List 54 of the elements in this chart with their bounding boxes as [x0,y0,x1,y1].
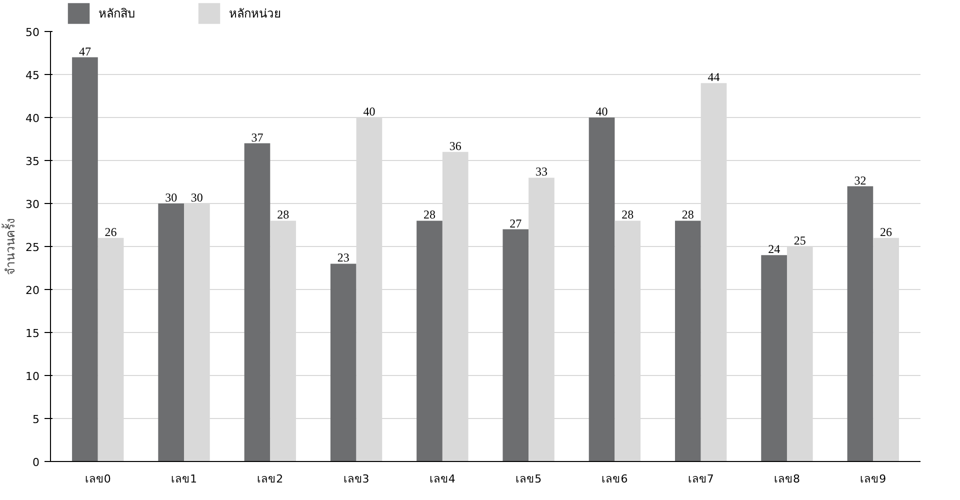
x-tick-label: เลข4 [429,472,456,486]
data-label: 27 [510,216,522,230]
bar [244,143,270,462]
data-label: 24 [768,242,780,256]
bar [847,186,874,462]
y-tick-label: 45 [26,69,40,82]
data-label: 32 [854,173,866,188]
x-tick-label: เลข0 [84,472,111,486]
data-label: 26 [880,224,892,239]
x-tick-label: เลข5 [516,472,542,486]
bar [158,204,184,462]
data-label: 28 [277,208,290,222]
y-tick-label: 35 [26,155,40,168]
bar [330,264,356,462]
data-label: 28 [682,208,694,222]
x-tick-label: เลข8 [774,472,800,486]
y-tick-label: 20 [26,284,40,297]
y-tick-label: 15 [26,327,40,340]
data-label: 23 [337,250,350,265]
data-label: 33 [535,164,548,179]
data-label: 26 [104,224,117,239]
data-label: 25 [794,234,806,248]
data-label: 37 [251,130,264,144]
x-tick-label: เลข9 [860,472,886,486]
bar [502,229,529,462]
x-tick-label: เลข6 [602,472,628,486]
x-tick-label: เลข7 [688,472,714,486]
data-label: 28 [622,208,634,222]
y-tick-label: 30 [26,198,40,211]
data-label: 36 [449,138,462,153]
x-tick-label: เลข3 [343,472,370,486]
data-label: 30 [165,190,178,204]
y-axis-title: จำนวนครั้ง [2,218,18,275]
data-label: 40 [363,104,376,118]
y-tick-label: 25 [26,241,40,254]
legend-label: หลักหน่วย [228,6,281,20]
bar [72,57,98,462]
data-label: 28 [424,208,436,222]
x-tick-label: เลข2 [257,472,284,486]
y-tick-label: 5 [32,413,40,426]
data-label: 40 [596,104,608,118]
bar [588,118,615,462]
y-tick-label: 10 [26,370,40,383]
data-label: 30 [190,190,203,204]
data-label: 47 [78,44,91,58]
bar [416,220,442,462]
y-tick-label: 0 [32,456,40,469]
y-tick-label: 40 [26,112,40,125]
y-tick-label: 50 [26,26,40,39]
data-label: 44 [708,70,720,84]
bar [675,220,701,462]
legend-label: หลักสิบ [98,6,136,20]
x-tick-label: เลข1 [171,472,198,486]
bar [761,255,787,462]
